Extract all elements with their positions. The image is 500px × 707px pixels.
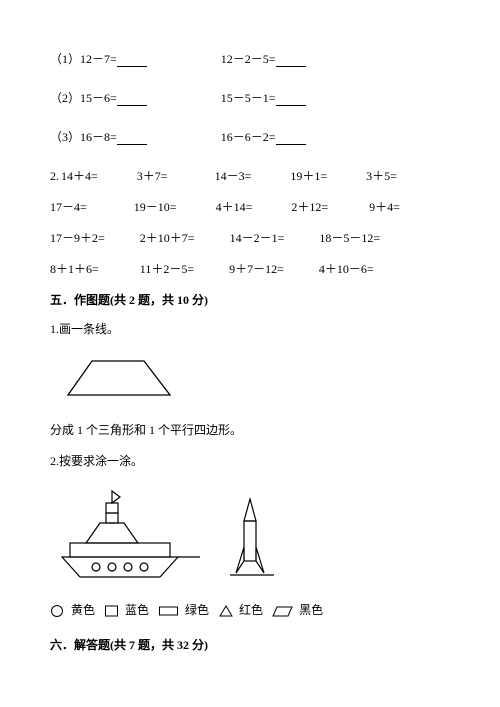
q1b1-blank[interactable] <box>117 93 147 106</box>
legend-yellow-label: 黄色 <box>71 603 95 617</box>
q2r1c3: 14－3= <box>215 169 252 183</box>
q1-row-3: （3）16－8= 16－6－2= <box>50 128 455 145</box>
q1c2-text: 16－6－2= <box>221 130 276 144</box>
legend-yellow: 黄色 <box>50 601 95 618</box>
section-5-title: 五．作图题(共 2 题，共 10 分) <box>50 291 455 308</box>
q2-row-1: 2.14＋4= 3＋7= 14－3= 19＋1= 3＋5= <box>50 167 455 184</box>
coloring-figures <box>50 487 455 591</box>
q1a1-text: （1）12－7= <box>50 52 117 66</box>
q2-lead: 2. <box>50 169 59 183</box>
q2r1c5: 3＋5= <box>366 169 397 183</box>
q1b2-blank[interactable] <box>276 93 306 106</box>
trapezoid-figure <box>64 359 174 399</box>
legend-red-label: 红色 <box>239 603 263 617</box>
q1a2-text: 12－2－5= <box>221 52 276 66</box>
q1-row-2: （2）15－6= 15－5－1= <box>50 89 455 106</box>
q2-row-2: 17－4= 19－10= 4＋14= 2＋12= 9＋4= <box>50 198 455 215</box>
q1a2-blank[interactable] <box>276 54 306 67</box>
q1c1-text: （3）16－8= <box>50 130 117 144</box>
legend-red: 红色 <box>218 601 263 618</box>
sec5-q1: 1.画一条线。 <box>50 320 455 337</box>
q2r2c1: 17－4= <box>50 200 87 214</box>
q2r2c2: 19－10= <box>134 200 177 214</box>
q2r3c2: 2＋10＋7= <box>140 231 195 245</box>
legend-black: 黑色 <box>272 601 323 618</box>
sec5-q2: 2.按要求涂一涂。 <box>50 452 455 469</box>
q2r2c5: 9＋4= <box>369 200 400 214</box>
q2r4c1: 8＋1＋6= <box>50 262 99 276</box>
q1c2-blank[interactable] <box>276 132 306 145</box>
q2r4c2: 11＋2－5= <box>140 262 194 276</box>
color-legend: 黄色 蓝色 绿色 红色 黑色 <box>50 601 455 618</box>
q2r2c4: 2＋12= <box>291 200 328 214</box>
q2-row-3: 17－9＋2= 2＋10＋7= 14－2－1= 18－5－12= <box>50 229 455 246</box>
q2r4c4: 4＋10－6= <box>319 262 374 276</box>
legend-blue-label: 蓝色 <box>125 603 149 617</box>
q2r1c4: 19＋1= <box>290 169 327 183</box>
q1b2-text: 15－5－1= <box>221 91 276 105</box>
q1-row-1: （1）12－7= 12－2－5= <box>50 50 455 67</box>
q2r3c1: 17－9＋2= <box>50 231 105 245</box>
section-6-title: 六．解答题(共 7 题，共 32 分) <box>50 636 455 653</box>
q2r4c3: 9＋7－12= <box>229 262 284 276</box>
q1c1-blank[interactable] <box>117 132 147 145</box>
sec5-q1b: 分成 1 个三角形和 1 个平行四边形。 <box>50 421 455 438</box>
q2r3c3: 14－2－1= <box>230 231 285 245</box>
legend-green-label: 绿色 <box>185 603 209 617</box>
q2-row-4: 8＋1＋6= 11＋2－5= 9＋7－12= 4＋10－6= <box>50 260 455 277</box>
q2r3c4: 18－5－12= <box>319 231 380 245</box>
legend-black-label: 黑色 <box>299 603 323 617</box>
q1b1-text: （2）15－6= <box>50 91 117 105</box>
q1a1-blank[interactable] <box>117 54 147 67</box>
legend-green: 绿色 <box>158 601 209 618</box>
q2r2c3: 4＋14= <box>216 200 253 214</box>
q2r1c1: 14＋4= <box>61 169 98 183</box>
legend-blue: 蓝色 <box>104 601 149 618</box>
worksheet-page: （1）12－7= 12－2－5= （2）15－6= 15－5－1= （3）16－… <box>0 0 500 685</box>
q2r1c2: 3＋7= <box>137 169 168 183</box>
